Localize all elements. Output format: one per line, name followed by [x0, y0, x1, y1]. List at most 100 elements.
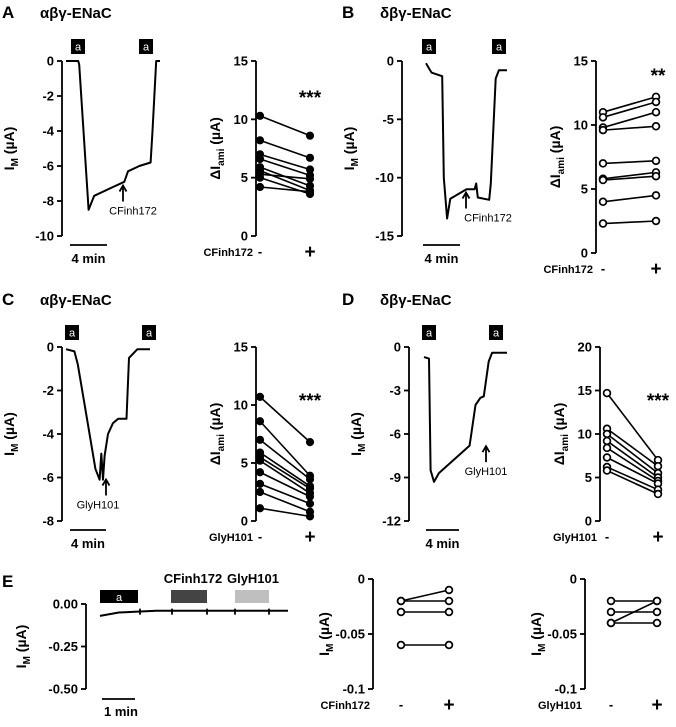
paired-line [259, 173, 311, 180]
paired-line [606, 447, 659, 482]
chart-e-pairs-glyh: 0 -0.05 -0.1 IM (µA) GlyH101 - + [528, 572, 663, 717]
data-point [305, 174, 315, 183]
data-point [652, 618, 662, 628]
data-point [255, 136, 265, 145]
data-point [651, 122, 661, 131]
category-minus: - [605, 529, 609, 544]
category-plus: + [443, 695, 454, 716]
panel-letter-c: C [2, 290, 14, 309]
category-plus: + [651, 695, 662, 716]
data-point [606, 607, 616, 617]
chart-b-pairs: 0 5 10 15 ΔIami (µA) ** CFinh172- + [543, 54, 666, 281]
data-point [255, 435, 265, 444]
panel-title-d: δβγ-ENaC [380, 292, 452, 309]
data-point [598, 197, 608, 207]
inhibitor-arrow-head [461, 190, 471, 199]
y-axis-label: ΔIami (µA) [207, 117, 227, 180]
y-axis-label: IM (µA) [316, 612, 336, 656]
y-tick-label: 0 [585, 514, 592, 529]
y-tick-label: 10 [578, 427, 592, 442]
amiloride-marker [422, 39, 436, 54]
category-minus: - [399, 697, 403, 712]
paired-line [606, 428, 659, 467]
y-tick-label: -10 [375, 170, 394, 185]
y-tick-label: 15 [234, 340, 248, 355]
inhibitor-arrow-head [481, 444, 491, 453]
chart-e-trace: 0.00 -0.25 -0.50 IM (µA) 1 min [13, 597, 288, 719]
amiloride-bar-label: a [116, 592, 123, 604]
y-axis-label: IM (µA) [1, 127, 21, 171]
paired-line [259, 507, 311, 518]
y-tick-label: 0 [387, 54, 394, 69]
glyh101-bar [235, 590, 269, 603]
category-plus: + [304, 527, 315, 548]
panel-letter-d: D [342, 290, 354, 309]
data-point [255, 468, 265, 477]
y-tick-label: 0 [47, 54, 54, 69]
data-point [255, 456, 265, 465]
y-axis-label: IM (µA) [13, 625, 33, 669]
paired-line [259, 456, 311, 490]
paired-line [606, 433, 659, 474]
paired-line [259, 451, 311, 487]
chart-d-trace: 0 -3 -6 -9 -12 IM (µA) 4 min a a GlyH101 [348, 325, 507, 551]
paired-line [259, 491, 311, 513]
amiloride-marker-label: a [69, 328, 76, 340]
data-point [255, 487, 265, 497]
y-tick-label: 0 [570, 572, 577, 587]
data-point [651, 191, 661, 200]
amiloride-bar [100, 590, 138, 603]
data-point [305, 499, 315, 508]
y-tick-label: -5 [382, 112, 394, 127]
paired-line [259, 420, 311, 477]
paired-line [602, 160, 657, 165]
treatment-label: CFinh172 [320, 700, 370, 712]
paired-line [259, 471, 311, 498]
amiloride-marker [65, 325, 79, 340]
time-scale-label: 4 min [71, 536, 105, 551]
data-point [444, 596, 454, 606]
data-point [602, 443, 612, 453]
chart-a-trace: 0 -2 -4 -6 -8 -10 IM (µA) 4 min a a CFinh172 [1, 39, 160, 266]
data-point [305, 512, 315, 521]
y-tick-label: 0 [358, 572, 365, 587]
y-tick-label: -6 [42, 470, 54, 485]
data-point [651, 216, 661, 226]
paired-line [259, 186, 311, 193]
chart-a-pairs: 0 5 10 15 ΔIami (µA) *** CFinh172- + [203, 54, 321, 264]
inhibitor-arrow-head [101, 477, 111, 486]
glyh101-bar-label: GlyH101 [227, 571, 279, 586]
data-point [444, 640, 454, 650]
y-tick-label: 10 [234, 112, 248, 127]
data-point [598, 125, 608, 135]
treatment-label: GlyH101 [209, 532, 253, 544]
amiloride-marker-label: a [75, 42, 82, 54]
current-trace [65, 348, 150, 481]
paired-line [259, 158, 311, 177]
paired-line [606, 466, 659, 491]
current-trace [99, 609, 288, 617]
paired-line [602, 125, 657, 131]
current-trace [425, 62, 507, 220]
time-scale-label: 4 min [425, 251, 459, 266]
amiloride-marker [489, 325, 503, 340]
amiloride-marker-label: a [146, 328, 153, 340]
inhibitor-label: CFinh172 [464, 213, 512, 225]
y-tick-label: 15 [574, 54, 588, 69]
chart-c-trace: 0 -2 -4 -6 -8 IM (µA) 4 min a a GlyH101 [1, 325, 156, 551]
y-tick-label: 15 [234, 54, 248, 69]
time-scale-label: 4 min [72, 251, 106, 266]
paired-line [602, 175, 657, 181]
y-tick-label: 0 [47, 340, 54, 355]
data-point [598, 175, 608, 185]
y-tick-label: -6 [389, 427, 401, 442]
paired-line [610, 600, 658, 624]
treatment-label: GlyH101 [553, 532, 597, 544]
data-point [255, 182, 265, 192]
data-point [305, 475, 315, 484]
current-trace [66, 60, 160, 211]
significance-stars: *** [299, 88, 322, 109]
category-minus: - [609, 697, 613, 712]
y-tick-label: -10 [35, 229, 54, 244]
data-point [651, 97, 661, 107]
